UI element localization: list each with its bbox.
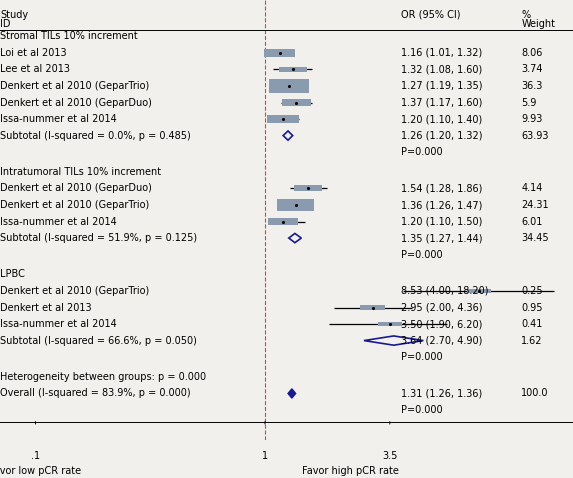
Text: Denkert et al 2010 (GeparDuo): Denkert et al 2010 (GeparDuo) [0,184,152,194]
Text: Intratumoral TILs 10% increment: Intratumoral TILs 10% increment [0,167,161,177]
Text: 100.0: 100.0 [521,389,549,399]
Text: 0.41: 0.41 [521,319,543,329]
Text: 1.27 (1.19, 1.35): 1.27 (1.19, 1.35) [401,81,482,91]
Text: 1.32 (1.08, 1.60): 1.32 (1.08, 1.60) [401,65,482,75]
Text: 1.35 (1.27, 1.44): 1.35 (1.27, 1.44) [401,233,482,243]
Text: Issa-nummer et al 2014: Issa-nummer et al 2014 [0,319,117,329]
Text: Denkert et al 2010 (GeparDuo): Denkert et al 2010 (GeparDuo) [0,98,152,108]
Text: Subtotal (I-squared = 0.0%, p = 0.485): Subtotal (I-squared = 0.0%, p = 0.485) [0,130,191,141]
Text: Overall (I-squared = 83.9%, p = 0.000): Overall (I-squared = 83.9%, p = 0.000) [0,389,191,399]
Text: 1.36 (1.26, 1.47): 1.36 (1.26, 1.47) [401,200,482,210]
Text: P=0.000: P=0.000 [401,250,443,260]
Text: Loi et al 2013: Loi et al 2013 [0,48,66,58]
Bar [360,305,386,310]
Text: Lee et al 2013: Lee et al 2013 [0,65,70,75]
Bar [378,322,402,326]
Text: 3.74: 3.74 [521,65,543,75]
Text: ID: ID [0,19,10,29]
Text: 1.31 (1.26, 1.36): 1.31 (1.26, 1.36) [401,389,482,399]
Bar [269,79,308,93]
Text: Subtotal (I-squared = 66.6%, p = 0.050): Subtotal (I-squared = 66.6%, p = 0.050) [0,336,197,346]
Text: 1.54 (1.28, 1.86): 1.54 (1.28, 1.86) [401,184,482,194]
Text: Favor low pCR rate: Favor low pCR rate [0,466,81,476]
Text: 8.53 (4.00, 18.20): 8.53 (4.00, 18.20) [401,286,489,296]
Text: Issa-nummer et al 2014: Issa-nummer et al 2014 [0,114,117,124]
Text: 3.5: 3.5 [382,451,398,461]
Text: 3.64 (2.70, 4.90): 3.64 (2.70, 4.90) [401,336,482,346]
Text: 4.14: 4.14 [521,184,543,194]
Text: 3.50 (1.90, 6.20): 3.50 (1.90, 6.20) [401,319,482,329]
Text: Denkert et al 2010 (GeparTrio): Denkert et al 2010 (GeparTrio) [0,81,149,91]
Text: P=0.000: P=0.000 [401,405,443,415]
Text: Issa-nummer et al 2014: Issa-nummer et al 2014 [0,217,117,227]
Bar [294,185,322,192]
Text: 6.01: 6.01 [521,217,543,227]
Text: 2.95 (2.00, 4.36): 2.95 (2.00, 4.36) [401,303,482,313]
Text: 1.26 (1.20, 1.32): 1.26 (1.20, 1.32) [401,130,482,141]
Text: 36.3: 36.3 [521,81,543,91]
Bar [281,99,311,106]
Text: 34.45: 34.45 [521,233,549,243]
Text: 9.93: 9.93 [521,114,543,124]
Text: Stromal TILs 10% increment: Stromal TILs 10% increment [0,32,138,42]
Text: 5.9: 5.9 [521,98,537,108]
Text: P=0.000: P=0.000 [401,147,443,157]
Text: Favor high pCR rate: Favor high pCR rate [302,466,399,476]
Text: 1.62: 1.62 [521,336,543,346]
Text: Denkert et al 2013: Denkert et al 2013 [0,303,92,313]
Text: P=0.000: P=0.000 [401,352,443,362]
Text: 1: 1 [262,451,268,461]
Text: Denkert et al 2010 (GeparTrio): Denkert et al 2010 (GeparTrio) [0,200,149,210]
Text: 1.37 (1.17, 1.60): 1.37 (1.17, 1.60) [401,98,482,108]
Text: 63.93: 63.93 [521,130,549,141]
Text: Study: Study [0,10,28,20]
Bar [264,49,295,56]
Text: %: % [521,10,531,20]
Text: 1.20 (1.10, 1.40): 1.20 (1.10, 1.40) [401,114,482,124]
Bar [268,218,298,225]
Text: OR (95% CI): OR (95% CI) [401,10,461,20]
Text: LPBC: LPBC [0,270,25,280]
Text: 24.31: 24.31 [521,200,549,210]
Bar [268,115,299,123]
Bar [466,289,490,293]
Bar [278,66,307,72]
Polygon shape [288,389,296,398]
Text: 0.95: 0.95 [521,303,543,313]
Text: 0.25: 0.25 [521,286,543,296]
Text: Denkert et al 2010 (GeparTrio): Denkert et al 2010 (GeparTrio) [0,286,149,296]
Text: 1.20 (1.10, 1.50): 1.20 (1.10, 1.50) [401,217,482,227]
Text: Subtotal (I-squared = 51.9%, p = 0.125): Subtotal (I-squared = 51.9%, p = 0.125) [0,233,197,243]
Bar [277,199,314,211]
Text: 8.06: 8.06 [521,48,543,58]
Text: Heterogeneity between groups: p = 0.000: Heterogeneity between groups: p = 0.000 [0,372,206,382]
Text: 1.16 (1.01, 1.32): 1.16 (1.01, 1.32) [401,48,482,58]
Text: Weight: Weight [521,19,555,29]
Text: .1: .1 [31,451,40,461]
